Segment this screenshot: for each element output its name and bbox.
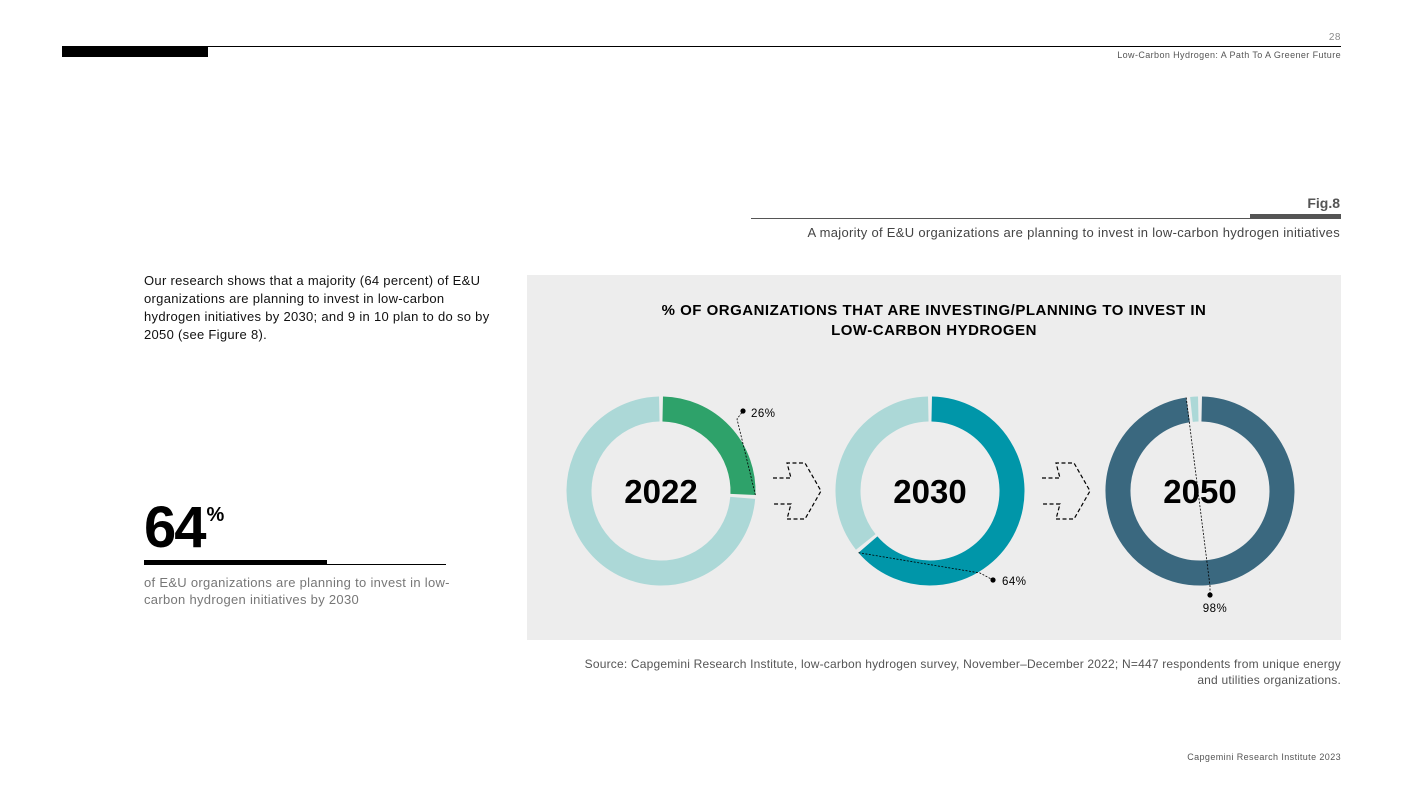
chart-panel: % OF ORGANIZATIONS THAT ARE INVESTING/PL… xyxy=(527,275,1341,640)
highlight-stat: 64% xyxy=(144,498,224,571)
footer: Capgemini Research Institute 2023 xyxy=(1187,752,1341,762)
source-note: Source: Capgemini Research Institute, lo… xyxy=(584,657,1341,687)
chart-title-line-1: % OF ORGANIZATIONS THAT ARE INVESTING/PL… xyxy=(661,302,1207,319)
chart-title: % OF ORGANIZATIONS THAT ARE INVESTING/PL… xyxy=(527,301,1341,341)
figure-caption: A majority of E&U organizations are plan… xyxy=(807,225,1340,240)
header-accent-bar xyxy=(62,46,208,57)
value-leader-dot-2030 xyxy=(990,577,996,583)
donut-charts: 2022 26% 2030 64% 2050 98% xyxy=(566,396,1295,615)
value-leader-line-2050 xyxy=(1185,397,1211,595)
highlight-unit: % xyxy=(206,504,225,526)
figure-accent-bar xyxy=(1250,214,1341,218)
value-label-2030: 64% xyxy=(1002,576,1027,588)
donut-year-label-2050: 2050 xyxy=(1163,473,1236,510)
figure-label: Fig.8 xyxy=(1307,195,1340,211)
page-number: 28 xyxy=(1328,32,1341,43)
document-title: Low-Carbon Hydrogen: A Path To A Greener… xyxy=(1117,50,1341,60)
highlight-description: of E&U organizations are planning to inv… xyxy=(144,575,450,607)
intro-paragraph: Our research shows that a majority (64 p… xyxy=(144,273,490,342)
header-rule xyxy=(62,46,1341,47)
figure-rule xyxy=(751,218,1341,219)
value-label-2050: 98% xyxy=(1203,603,1228,615)
highlight-accent-bar xyxy=(144,560,327,565)
value-leader-line-2022 xyxy=(736,410,756,496)
highlight-value: 64 xyxy=(144,495,206,560)
donut-value-arc-2050 xyxy=(1105,396,1295,586)
value-leader-dot-2022 xyxy=(740,408,746,414)
arrow-icon-2 xyxy=(1042,462,1091,520)
donut-year-label-2022: 2022 xyxy=(624,473,697,510)
value-leader-line-2030 xyxy=(858,552,994,581)
chart-title-line-2: LOW-CARBON HYDROGEN xyxy=(831,322,1037,339)
value-label-2022: 26% xyxy=(751,408,776,420)
donut-year-label-2030: 2030 xyxy=(893,473,966,510)
donut-remainder-arc-2030 xyxy=(835,396,929,550)
arrow-icon-1 xyxy=(773,462,822,520)
donut-value-arc-2030 xyxy=(858,396,1025,586)
donut-value-arc-2022 xyxy=(662,396,756,495)
value-leader-dot-2050 xyxy=(1207,592,1213,598)
donut-remainder-arc-2022 xyxy=(566,396,756,586)
